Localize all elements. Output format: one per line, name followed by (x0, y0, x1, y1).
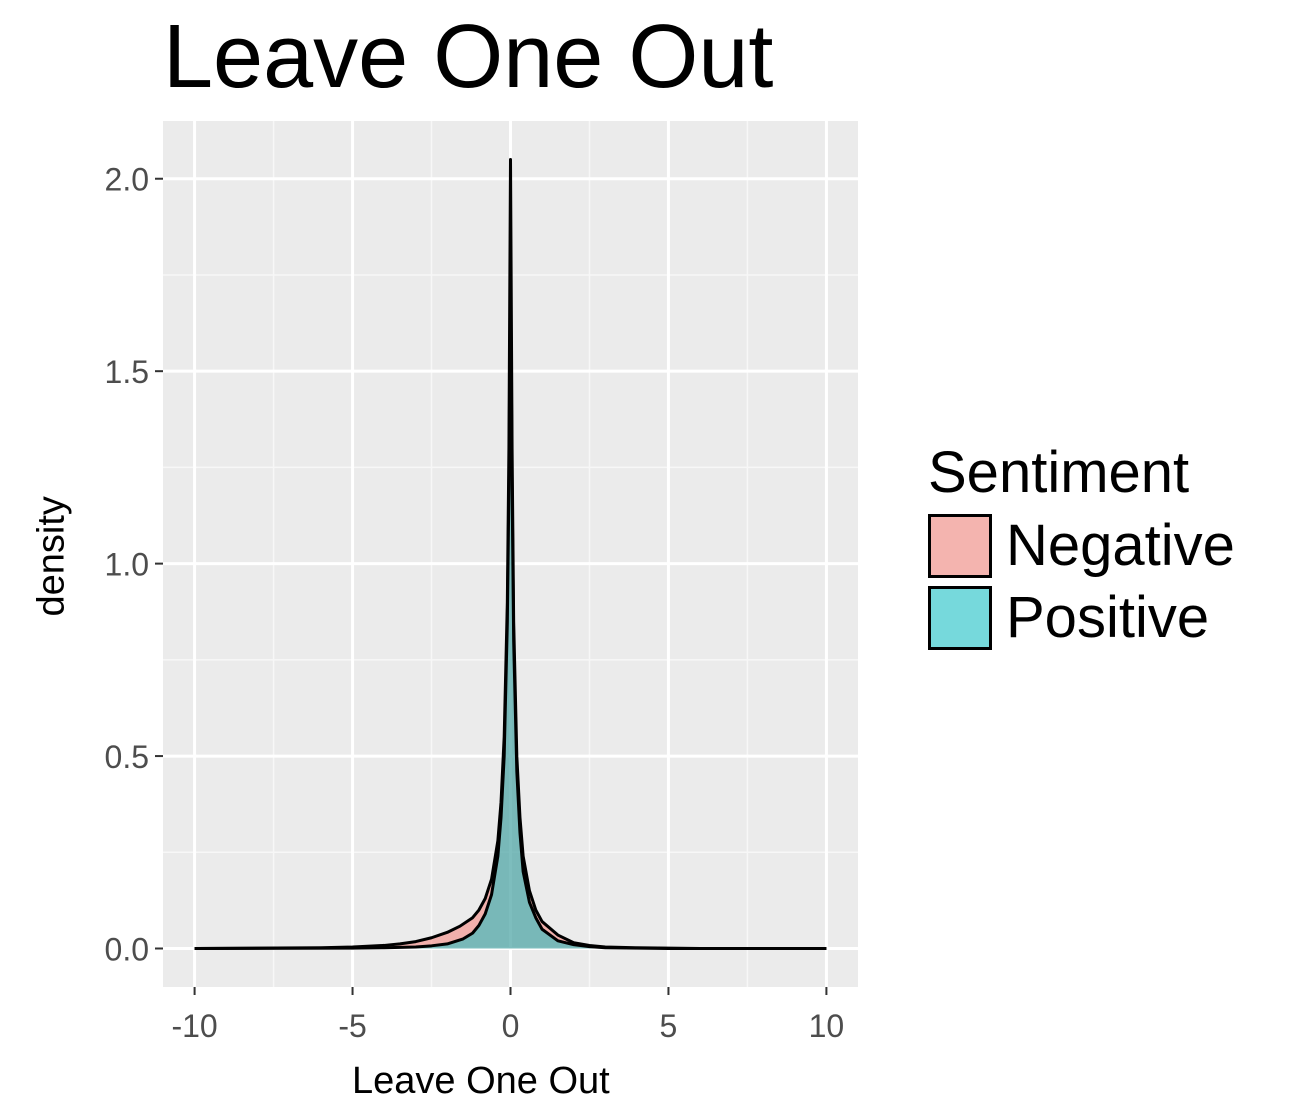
density-area-positive (194, 255, 827, 949)
x-axis-title: Leave One Out (352, 1060, 610, 1102)
y-tick-label: 0.5 (105, 739, 149, 775)
legend: Sentiment Negative Positive (928, 444, 1235, 654)
density-series (194, 157, 827, 951)
chart-title: Leave One Out (163, 7, 774, 107)
density-line-positive (194, 254, 827, 951)
legend-item-negative: Negative (928, 510, 1235, 582)
x-tick-label: 5 (660, 1008, 678, 1044)
legend-title: Sentiment (928, 440, 1190, 505)
y-axis-ticks: 0.0 0.5 1.0 1.5 2.0 (105, 162, 163, 968)
legend-key-negative (928, 514, 992, 578)
legend-item-positive: Positive (928, 582, 1235, 654)
x-tick-label: -5 (338, 1008, 366, 1044)
legend-key-positive (928, 586, 992, 650)
y-tick-label: 2.0 (105, 162, 149, 198)
y-tick-label: 1.5 (105, 354, 149, 390)
legend-label-negative: Negative (1006, 513, 1235, 578)
y-tick-label: 1.0 (105, 547, 149, 583)
x-tick-label: -10 (171, 1008, 217, 1044)
x-axis-ticks: -10 -5 0 5 10 (171, 987, 844, 1044)
x-tick-label: 10 (809, 1008, 845, 1044)
y-axis-title: density (30, 496, 73, 617)
legend-label-positive: Positive (1006, 585, 1210, 650)
y-tick-label: 0.0 (105, 932, 149, 968)
x-tick-label: 0 (502, 1008, 520, 1044)
